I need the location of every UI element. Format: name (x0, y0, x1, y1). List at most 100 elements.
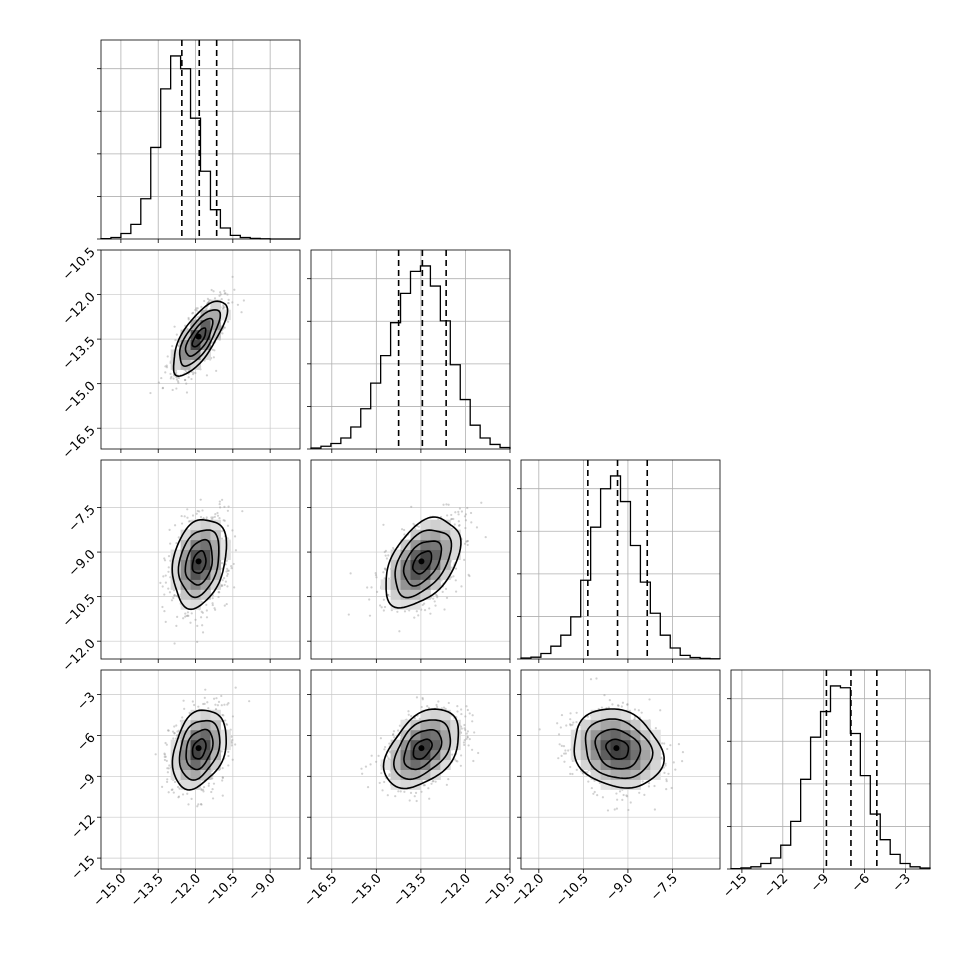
scatter-point (202, 790, 205, 793)
density-cell (200, 579, 211, 590)
scatter-point (169, 542, 172, 545)
density-cell (420, 539, 431, 551)
scatter-point (380, 606, 383, 609)
scatter-point (227, 764, 230, 767)
scatter-point (484, 536, 487, 539)
scatter-point (402, 528, 406, 532)
scatter-point (436, 594, 439, 597)
scatter-point (177, 376, 181, 380)
scatter-point (387, 757, 390, 760)
density-cell (170, 559, 182, 570)
scatter-point (221, 776, 224, 779)
scatter-point (217, 590, 220, 594)
scatter-point (225, 570, 228, 573)
density-cell (440, 739, 451, 751)
scatter-point (455, 590, 458, 593)
scatter-point (177, 795, 181, 798)
density-cell (200, 569, 211, 580)
scatter-point (221, 579, 224, 582)
scatter-point (208, 299, 211, 302)
scatter-point (196, 307, 199, 310)
scatter-point (218, 516, 221, 520)
scatter-point (205, 307, 208, 310)
density-cell (210, 559, 221, 570)
hist-0-steps (100, 55, 300, 240)
scatter-point (164, 620, 167, 623)
scatter-point (418, 717, 421, 720)
scatter-point (233, 586, 236, 589)
scatter-panel-2-0 (97, 459, 301, 663)
density-cell (220, 539, 231, 551)
density-cell (180, 579, 192, 590)
scatter-point (431, 780, 434, 783)
scatter-point (185, 391, 189, 394)
density-cell (190, 559, 201, 570)
scatter-point (175, 724, 178, 727)
scatter-point (160, 785, 164, 788)
scatter-point (165, 364, 168, 367)
scatter-point (231, 529, 234, 532)
scatter-point (223, 583, 226, 587)
density-cell (420, 769, 431, 780)
scatter-point (457, 524, 461, 527)
scatter-point (385, 557, 389, 560)
scatter-point (413, 717, 417, 720)
scatter-point (176, 615, 179, 618)
scatter-point (378, 604, 382, 607)
scatter-point (181, 716, 184, 719)
hist-panel-0 (97, 39, 301, 243)
scatter-point (173, 732, 176, 735)
scatter-point (193, 703, 196, 707)
scatter-point (384, 567, 387, 570)
scatter-point (436, 596, 439, 599)
scatter-point (224, 580, 228, 583)
scatter-point (453, 523, 456, 526)
density-cell (390, 739, 402, 751)
scatter-point (187, 316, 190, 320)
scatter-point (164, 581, 167, 584)
scatter-point (456, 705, 459, 708)
scatter-point (218, 500, 221, 503)
scatter-2-0-frame (100, 459, 301, 660)
density-cell (380, 759, 392, 770)
scatter-point (384, 554, 387, 557)
scatter-point (170, 788, 173, 791)
density-cell (180, 549, 192, 560)
scatter-point (445, 783, 448, 786)
scatter-point (223, 703, 226, 706)
scatter-point (205, 374, 209, 377)
density-cell (440, 539, 451, 551)
scatter-point (226, 524, 230, 527)
scatter-point (183, 378, 187, 382)
scatter-point (189, 621, 192, 624)
density-cell (200, 719, 211, 731)
density-cell (420, 709, 431, 721)
density-cell (170, 579, 182, 590)
scatter-point (200, 610, 203, 613)
density-cell (190, 319, 201, 331)
scatter-point (399, 790, 402, 793)
scatter-point (388, 742, 391, 745)
density-cell (210, 729, 221, 741)
density-cell (390, 589, 402, 600)
scatter-point (403, 790, 406, 793)
scatter-point (205, 603, 208, 607)
scatter-point (211, 603, 214, 607)
density-cell (190, 769, 201, 780)
scatter-point (420, 780, 423, 783)
scatter-point (388, 774, 391, 777)
density-cell (200, 729, 211, 741)
scatter-point (197, 705, 200, 708)
density-cell (180, 739, 192, 751)
density-cell (190, 779, 201, 790)
scatter-point (468, 574, 471, 578)
density-cell (430, 769, 441, 780)
density-cell (400, 749, 411, 761)
scatter-point (213, 515, 216, 518)
scatter-point (434, 604, 437, 607)
density-cell (420, 739, 431, 751)
scatter-point (430, 782, 433, 785)
density-cell (420, 549, 431, 560)
scatter-point (234, 549, 238, 552)
scatter-point (388, 750, 391, 753)
